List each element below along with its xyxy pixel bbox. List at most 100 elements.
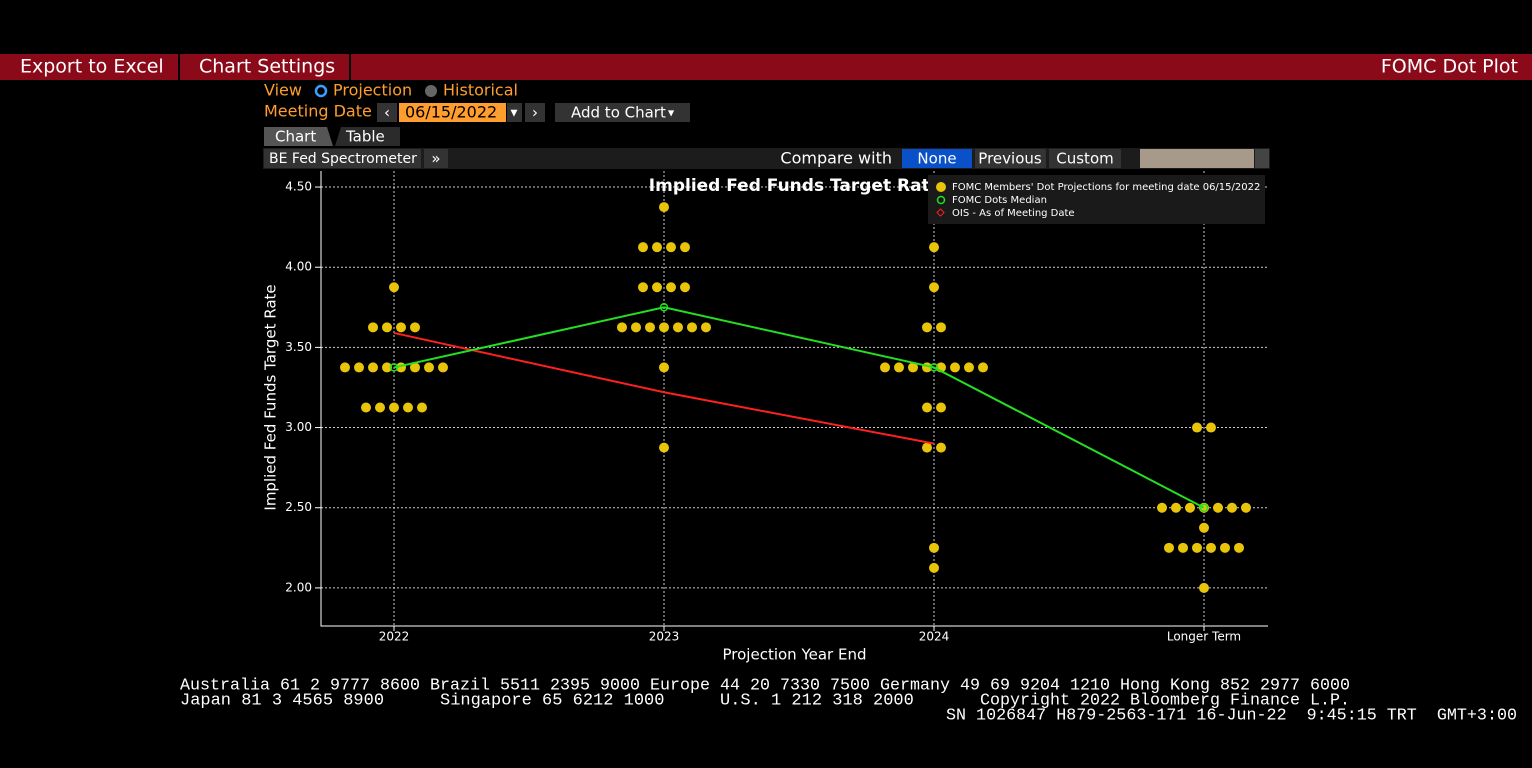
dot: [701, 322, 711, 333]
add-button[interactable]: [555, 103, 690, 122]
dot: [894, 362, 904, 373]
dot: [929, 562, 939, 573]
dot: [1178, 542, 1188, 553]
legend-label: FOMC Members' Dot Projections for meetin…: [952, 182, 1260, 193]
dot: [964, 362, 974, 373]
source-label: BE Fed Spectrometer: [269, 151, 417, 167]
radio-selected[interactable]: [314, 84, 328, 98]
tab-label: Table: [345, 128, 385, 146]
prev-button[interactable]: [377, 103, 397, 122]
radio[interactable]: [425, 85, 437, 97]
dropdown-icon: ▼: [511, 109, 518, 119]
x-tick-label: 2022: [379, 630, 410, 644]
dot: [389, 402, 399, 413]
custom-field[interactable]: [1140, 149, 1254, 168]
expand-button[interactable]: [424, 149, 448, 168]
dot: [908, 362, 918, 373]
median-marker: [389, 363, 399, 372]
dot: [666, 242, 676, 253]
y-axis-label: Implied Fed Funds Target Rate: [262, 284, 280, 510]
dot: [389, 282, 399, 293]
dot: [929, 542, 939, 553]
line: [393, 306, 1205, 509]
dot: [631, 322, 641, 333]
dot: [438, 362, 448, 373]
view-option[interactable]: Projection: [333, 81, 412, 100]
dot: [1206, 422, 1216, 433]
settings-button[interactable]: Chart Settings: [199, 56, 335, 78]
view-option[interactable]: Historical: [443, 81, 518, 100]
dot: [1192, 422, 1202, 433]
dot: [652, 282, 662, 293]
dot: [1171, 502, 1181, 513]
toolbar: [0, 54, 1532, 80]
dot: [680, 282, 690, 293]
dot: [1199, 522, 1209, 533]
dot: [1199, 582, 1209, 593]
compare-option: None: [917, 150, 956, 168]
compare-option: Custom: [1056, 150, 1113, 168]
dot: [659, 362, 669, 373]
legend-label: FOMC Dots Median: [952, 195, 1047, 206]
page-title: FOMC Dot Plot: [1381, 56, 1518, 78]
dot: [673, 322, 683, 333]
dot: [659, 322, 669, 333]
dot: [880, 362, 890, 373]
next-button[interactable]: [525, 103, 545, 122]
compare-previous[interactable]: [975, 149, 1046, 168]
dot: [382, 362, 392, 373]
tab-active[interactable]: [264, 127, 333, 146]
dot: [978, 362, 988, 373]
dot: [1241, 502, 1251, 513]
dot: [417, 402, 427, 413]
x-tick-label: 2024: [919, 630, 950, 644]
dot: [659, 202, 669, 213]
x-axis-label: Projection Year End: [723, 646, 867, 664]
dot: [922, 442, 932, 453]
dot: [1157, 502, 1167, 513]
date-dropdown[interactable]: [507, 103, 522, 122]
dot: [396, 322, 406, 333]
legend-swatch: [936, 208, 945, 217]
dot: [950, 362, 960, 373]
dot: [659, 442, 669, 453]
y-tick-label: 3.00: [285, 420, 312, 434]
dot: [922, 322, 932, 333]
y-tick-label: 4.50: [285, 180, 312, 194]
dot: [368, 362, 378, 373]
dot: [410, 362, 420, 373]
line: [393, 331, 935, 445]
footer-item: Copyright 2022 Bloomberg Finance L.P.: [980, 691, 1350, 710]
footer-line: SN 1026847 H879-2563-171 16-Jun-22 9:45:…: [946, 706, 1517, 725]
date-field[interactable]: [399, 103, 506, 122]
meeting-label: Meeting Date: [264, 102, 372, 121]
chart-title: Implied Fed Funds Target Rate: [649, 176, 941, 196]
footer-item: U.S. 1 212 318 2000: [720, 691, 914, 710]
tab[interactable]: [335, 127, 400, 146]
x-tick-label: Longer Term: [1167, 630, 1241, 644]
custom-dropdown[interactable]: [1255, 149, 1269, 168]
dot: [340, 362, 350, 373]
dot: [687, 322, 697, 333]
legend-swatch: [936, 182, 946, 192]
dot: [922, 402, 932, 413]
compare-custom[interactable]: [1049, 149, 1121, 168]
legend: [928, 175, 1265, 224]
compare-label: Compare with: [780, 149, 892, 168]
dot: [1220, 542, 1230, 553]
dot: [354, 362, 364, 373]
dot: [929, 282, 939, 293]
source-button[interactable]: [264, 149, 421, 168]
dot: [652, 242, 662, 253]
dot: [368, 322, 378, 333]
dot: [403, 402, 413, 413]
y-tick-label: 2.00: [285, 580, 312, 594]
compare-none[interactable]: [902, 149, 972, 168]
x-tick-label: 2023: [649, 630, 680, 644]
compare-option: Previous: [978, 150, 1042, 168]
dot: [638, 282, 648, 293]
export-button[interactable]: Export to Excel: [20, 56, 164, 78]
dot: [424, 362, 434, 373]
add-label: Add to Chart: [571, 104, 666, 122]
